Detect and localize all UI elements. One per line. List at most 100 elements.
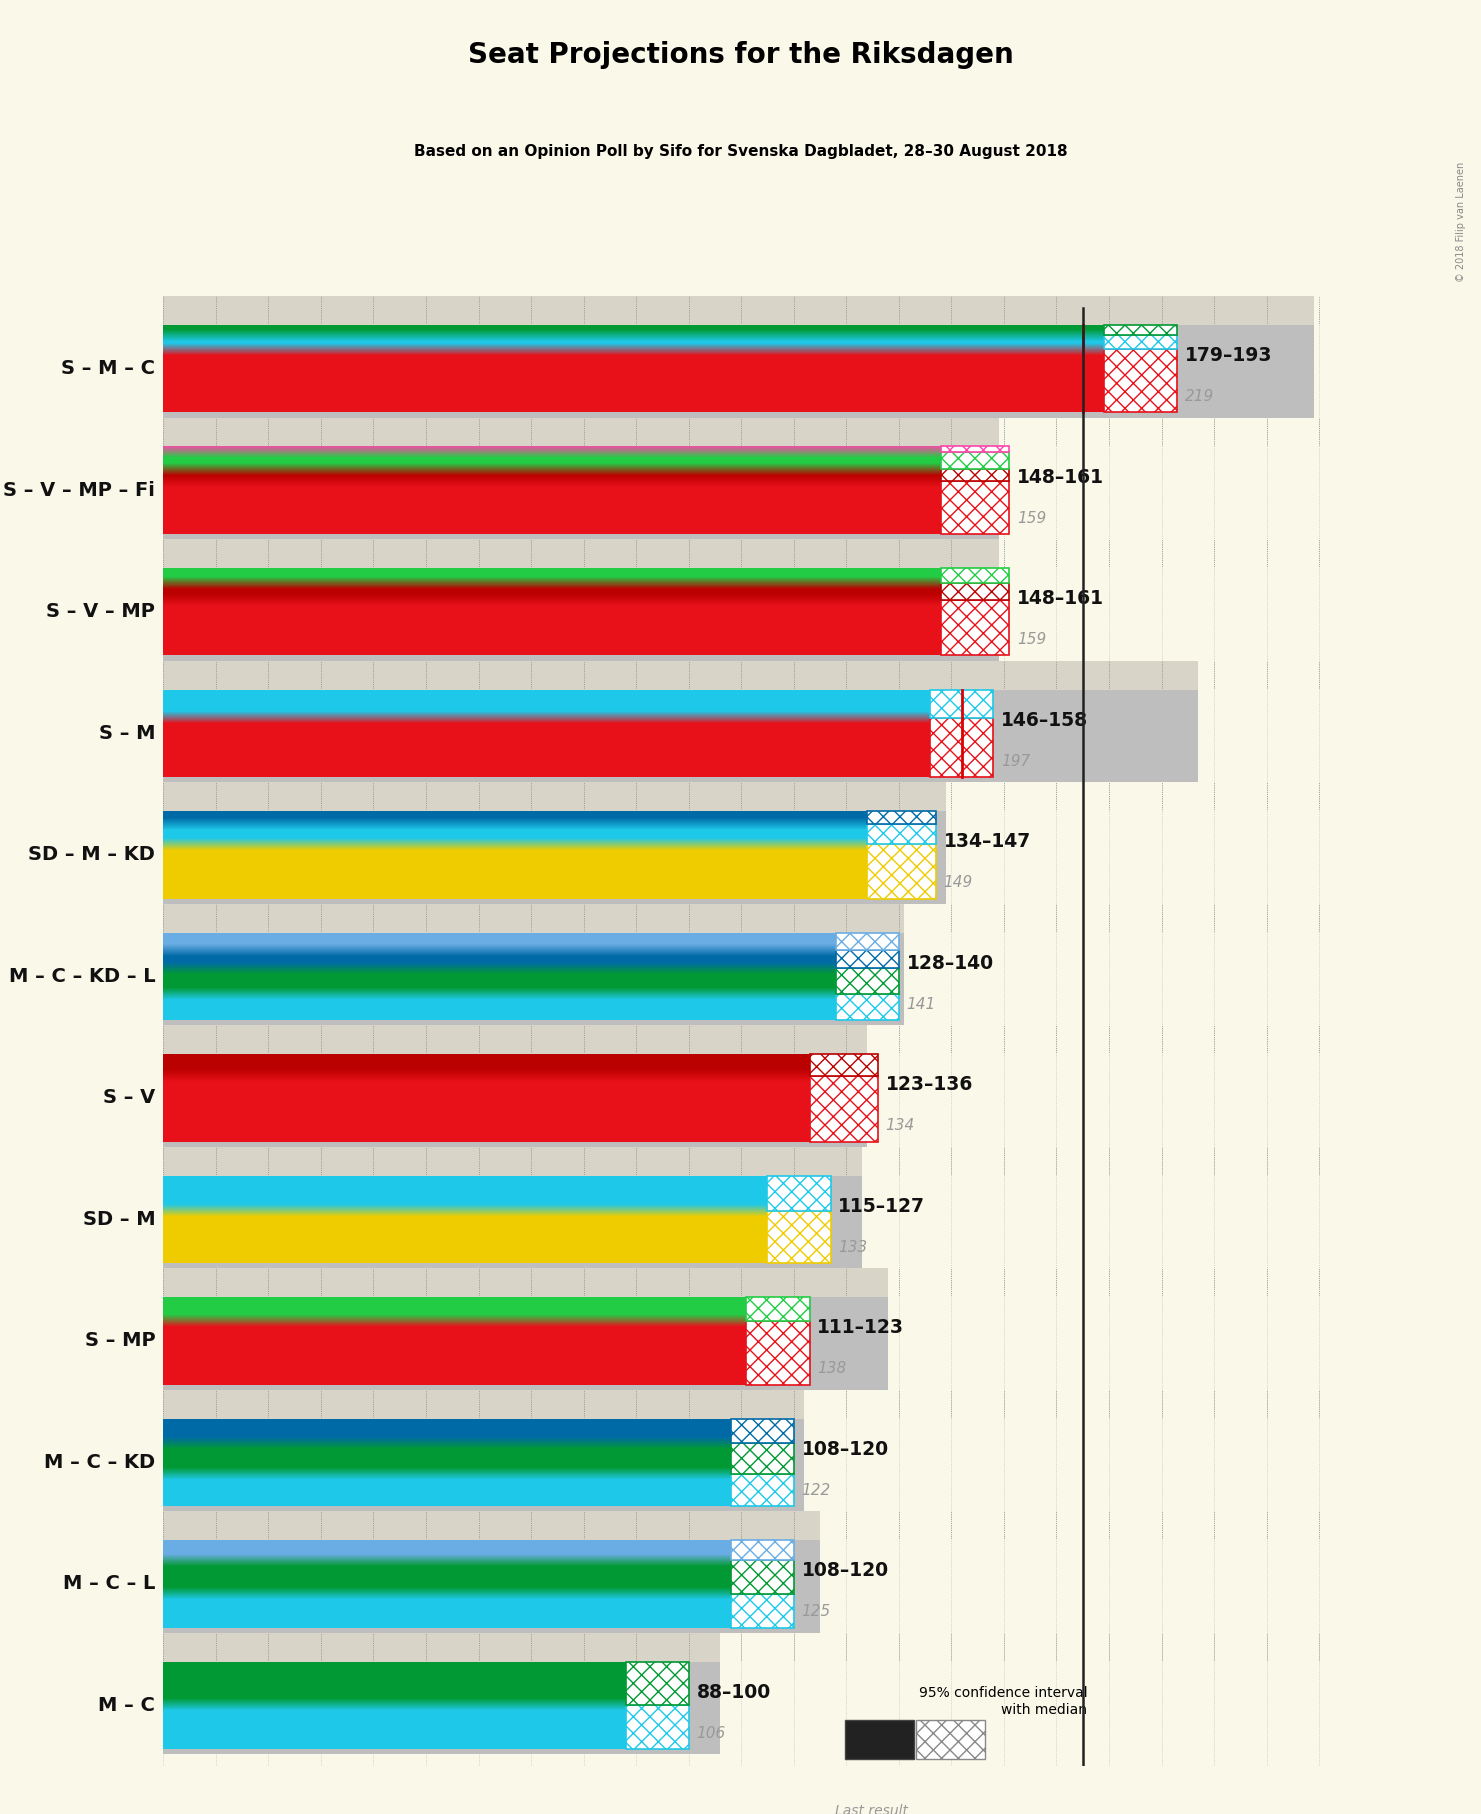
Bar: [163, 1535, 820, 1633]
Text: 106: 106: [696, 1725, 726, 1741]
Text: 122: 122: [801, 1482, 831, 1498]
Text: 148–161: 148–161: [1017, 468, 1103, 486]
Bar: [163, 1449, 730, 1468]
Bar: [163, 1146, 862, 1175]
Bar: [163, 851, 868, 898]
Text: 108–120: 108–120: [801, 1440, 889, 1458]
Bar: [163, 1083, 810, 1141]
Bar: [163, 568, 940, 577]
Bar: [163, 539, 998, 568]
Bar: [163, 1025, 868, 1054]
Bar: [940, 600, 1009, 655]
Bar: [835, 951, 899, 969]
Text: 146–158: 146–158: [1001, 711, 1089, 729]
Bar: [163, 903, 903, 932]
Bar: [163, 296, 1314, 325]
Text: M – C: M – C: [99, 1696, 156, 1714]
Bar: [163, 1633, 720, 1662]
Bar: [163, 1292, 889, 1390]
Bar: [940, 446, 1009, 452]
Bar: [746, 1297, 810, 1321]
Bar: [163, 805, 946, 903]
Bar: [163, 927, 903, 1025]
Bar: [163, 1175, 767, 1204]
Text: M – C – KD – L: M – C – KD – L: [9, 967, 156, 985]
Bar: [730, 1473, 794, 1506]
Bar: [767, 1175, 831, 1210]
Bar: [163, 325, 1103, 330]
Bar: [730, 1540, 794, 1560]
Text: Based on an Opinion Poll by Sifo for Svenska Dagbladet, 28–30 August 2018: Based on an Opinion Poll by Sifo for Sve…: [415, 143, 1068, 160]
Text: S – V – MP – Fi: S – V – MP – Fi: [3, 481, 156, 499]
Bar: [163, 831, 868, 838]
Text: S – M – C: S – M – C: [61, 359, 156, 377]
Bar: [940, 481, 1009, 533]
Bar: [810, 1054, 878, 1076]
Bar: [163, 457, 940, 463]
Bar: [810, 1076, 878, 1141]
Bar: [625, 1662, 689, 1705]
Bar: [163, 1662, 625, 1698]
Bar: [940, 582, 1009, 600]
Text: 219: 219: [1185, 390, 1214, 405]
Text: Last result: Last result: [835, 1803, 908, 1814]
Text: 128–140: 128–140: [906, 954, 994, 972]
Bar: [917, 1720, 985, 1758]
Bar: [163, 606, 940, 655]
Bar: [163, 660, 1198, 689]
Text: 115–127: 115–127: [838, 1197, 926, 1215]
Text: Seat Projections for the Riksdagen: Seat Projections for the Riksdagen: [468, 40, 1014, 69]
Bar: [163, 1000, 835, 1019]
Text: SD – M – KD: SD – M – KD: [28, 845, 156, 863]
Bar: [163, 441, 998, 539]
Bar: [163, 956, 835, 961]
Text: S – V: S – V: [104, 1088, 156, 1107]
Bar: [730, 1419, 794, 1444]
Bar: [767, 1210, 831, 1263]
Bar: [163, 811, 868, 818]
Bar: [163, 689, 930, 711]
Bar: [163, 1054, 810, 1070]
Text: 138: 138: [818, 1360, 847, 1377]
Bar: [163, 562, 998, 660]
Bar: [940, 452, 1009, 470]
Text: 134: 134: [886, 1117, 915, 1134]
Bar: [163, 1567, 730, 1587]
Text: 179–193: 179–193: [1185, 346, 1272, 365]
Bar: [163, 1711, 625, 1749]
Bar: [163, 1297, 746, 1315]
Text: 148–161: 148–161: [1017, 590, 1103, 608]
Text: M – C – KD: M – C – KD: [44, 1453, 156, 1471]
Bar: [835, 969, 899, 994]
Text: 95% confidence interval
with median: 95% confidence interval with median: [918, 1687, 1087, 1716]
Text: 123–136: 123–136: [886, 1076, 973, 1094]
Bar: [163, 308, 1320, 1767]
Bar: [868, 824, 936, 844]
Text: 133: 133: [838, 1239, 868, 1255]
Bar: [730, 1444, 794, 1473]
Bar: [625, 1705, 689, 1749]
Text: S – M: S – M: [99, 724, 156, 742]
Bar: [163, 684, 1198, 782]
Bar: [868, 844, 936, 898]
Text: 134–147: 134–147: [943, 833, 1031, 851]
Bar: [163, 1600, 730, 1627]
Bar: [1103, 325, 1177, 336]
Bar: [730, 1560, 794, 1593]
Bar: [163, 1217, 767, 1263]
Bar: [835, 994, 899, 1019]
Bar: [163, 1170, 862, 1268]
Bar: [163, 1048, 868, 1146]
Bar: [163, 1390, 804, 1419]
Bar: [163, 1268, 889, 1297]
Bar: [940, 568, 1009, 582]
Text: 125: 125: [801, 1604, 831, 1620]
Text: 197: 197: [1001, 755, 1031, 769]
Bar: [163, 319, 1314, 417]
Bar: [163, 1326, 746, 1384]
Bar: [1103, 336, 1177, 350]
Bar: [163, 1656, 720, 1754]
Text: 159: 159: [1017, 633, 1047, 648]
Text: 111–123: 111–123: [818, 1319, 905, 1337]
Text: 149: 149: [943, 876, 973, 891]
